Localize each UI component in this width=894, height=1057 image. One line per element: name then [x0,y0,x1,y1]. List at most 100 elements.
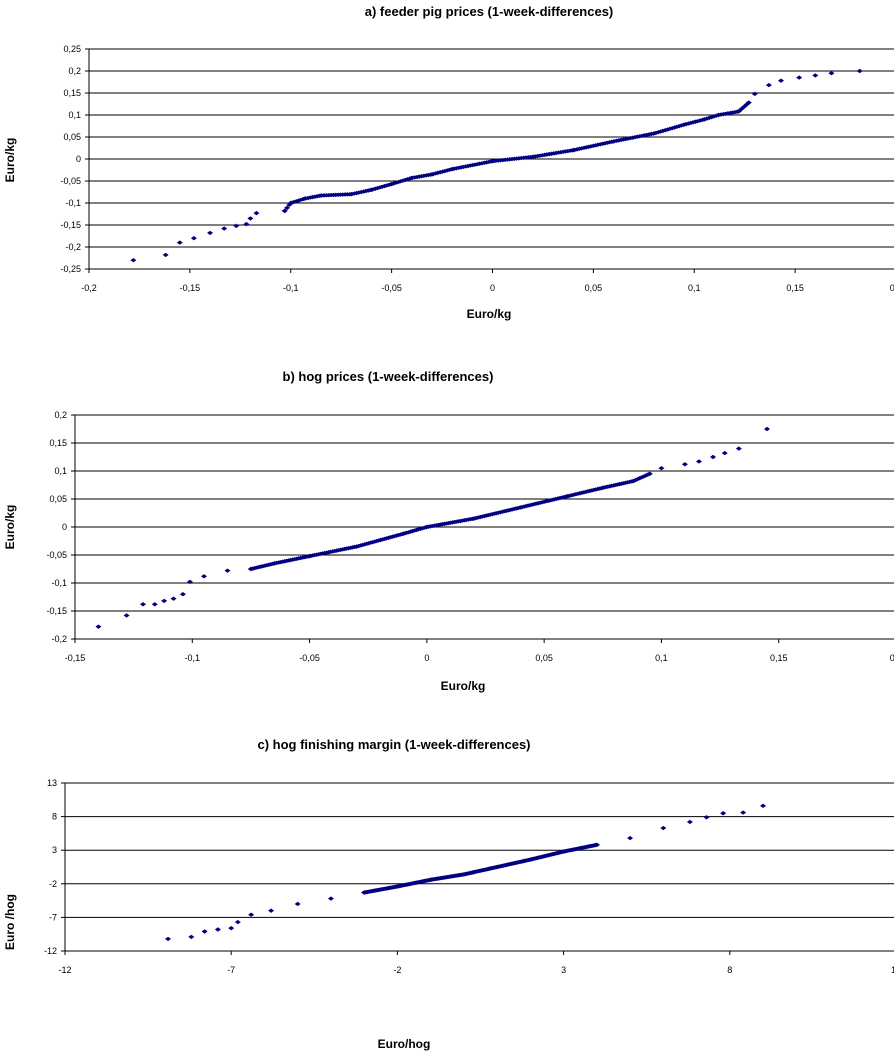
data-point [228,925,235,931]
data-point [646,471,653,476]
x-tick-label: -0,15 [65,653,86,663]
x-tick-label: 0,15 [770,653,788,663]
data-point [162,252,169,258]
data-point [284,205,291,211]
data-point [703,815,710,820]
y-tick-label: -0,15 [60,220,81,230]
chart-feeder-pig-prices: a) feeder pig prices (1-week-differences… [3,4,894,321]
data-point [253,210,260,216]
x-axis-label: Euro/kg [441,679,486,693]
data-point [812,73,819,78]
data-point [233,223,240,229]
data-point [587,144,594,149]
data-point [353,190,360,196]
y-axis-label: Euro/kg [3,505,17,550]
data-point [594,142,601,148]
data-point [207,230,214,236]
data-point [671,125,678,130]
data-point [701,117,708,122]
data-point [179,592,186,597]
data-point [390,181,397,186]
data-point [681,462,688,467]
x-tick-label: 8 [727,965,732,975]
x-tick-label: 0,15 [786,283,804,293]
x-tick-label: 0 [424,653,429,663]
y-tick-label: 0,2 [68,66,81,76]
data-point [151,602,158,607]
data-point [778,78,785,83]
data-point [188,934,195,940]
data-point [140,602,147,607]
data-point [327,896,334,901]
y-tick-label: 0,05 [63,132,81,142]
y-tick-label: 0,15 [49,438,67,448]
x-tick-label: 0,1 [688,283,701,293]
data-point [740,810,747,815]
data-point [161,598,168,604]
x-tick-label: 3 [561,965,566,975]
x-tick-label: 0,1 [655,653,668,663]
data-point [735,446,742,451]
data-point [669,125,676,131]
data-point [379,184,386,189]
data-point [765,82,772,88]
data-point [243,221,250,227]
y-tick-label: -7 [49,912,57,922]
x-axis-label: Euro/kg [467,307,512,321]
data-point [627,835,634,841]
y-tick-label: 0,15 [63,88,81,98]
data-point [721,450,728,456]
chart-title: a) feeder pig prices (1-week-differences… [365,4,614,19]
y-tick-label: -12 [44,946,57,956]
x-tick-label: -2 [393,965,401,975]
x-tick-label: 0,2 [890,653,894,663]
data-point [751,91,758,97]
data-point [221,226,228,231]
data-point [763,426,770,432]
data-point [745,100,752,105]
data-point [201,929,208,934]
y-tick-label: 0,05 [49,494,67,504]
data-point [743,102,750,107]
y-tick-label: 0,1 [54,466,67,476]
plot-frame [64,782,894,952]
data-point [281,208,288,214]
data-point [294,901,301,907]
x-tick-label: -7 [227,965,235,975]
data-point [699,117,706,123]
data-point [673,124,680,130]
data-point [694,118,701,124]
x-tick-label: 0,05 [535,653,553,663]
data-point [224,568,231,573]
data-point [658,466,665,471]
y-tick-label: -0,05 [46,550,67,560]
data-point [437,170,444,175]
data-point [710,454,717,460]
data-point [664,127,671,132]
y-axis-label: Euro /hog [3,894,17,950]
y-tick-label: -0,15 [46,606,67,616]
y-tick-label: 0 [76,154,81,164]
data-point [606,140,613,145]
data-point [427,172,434,177]
chart-hog-prices: b) hog prices (1-week-differences) Euro/… [3,369,894,693]
y-axis-label: Euro/kg [3,138,17,183]
data-point [248,912,255,917]
data-point [190,236,197,241]
x-tick-label: 0 [490,283,495,293]
y-tick-label: -0,25 [60,264,81,274]
data-point [123,613,130,618]
y-tick-label: 0,1 [68,110,81,120]
data-point [95,624,102,629]
y-tick-label: 8 [52,812,57,822]
y-tick-label: -0,1 [65,198,81,208]
data-point [358,189,365,195]
y-tick-label: 0,25 [63,44,81,54]
y-tick-label: -2 [49,879,57,889]
x-tick-label: 0,05 [585,283,603,293]
data-point [734,109,741,114]
data-point [176,240,183,245]
chart-hog-finishing-margin: c) hog finishing margin (1-week-differen… [3,737,894,1051]
x-tick-label: 13 [891,965,894,975]
x-tick-label: -0,05 [381,283,402,293]
